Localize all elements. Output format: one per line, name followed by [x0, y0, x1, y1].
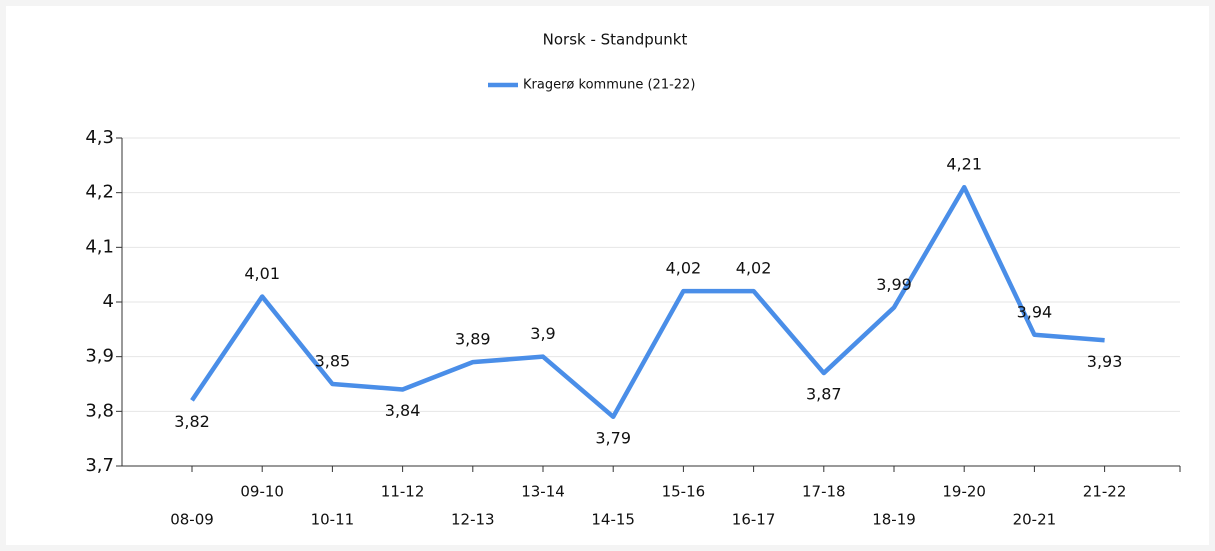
series-line — [190, 184, 1105, 420]
data-label: 3,89 — [455, 330, 491, 349]
x-tick-label: 16-17 — [732, 511, 776, 529]
y-tick-label: 4 — [103, 291, 114, 312]
x-tick-label: 18-19 — [872, 511, 916, 529]
legend-label: Kragerø kommune (21-22) — [523, 78, 695, 93]
data-label: 3,82 — [174, 412, 210, 431]
y-tick-label: 3,7 — [85, 455, 114, 476]
x-tick-label: 10-11 — [311, 511, 355, 529]
x-tick-label: 11-12 — [381, 483, 425, 501]
x-tick-label: 09-10 — [240, 483, 284, 501]
x-tick-label: 12-13 — [451, 511, 495, 529]
data-label: 3,94 — [1017, 302, 1053, 321]
data-label: 3,99 — [876, 275, 912, 294]
x-tick-label: 08-09 — [170, 511, 214, 529]
x-tick-label: 20-21 — [1013, 511, 1057, 529]
data-label: 3,79 — [595, 428, 631, 447]
y-tick-label: 4,2 — [85, 182, 114, 203]
y-tick-label: 4,3 — [85, 127, 114, 148]
x-tick-label: 15-16 — [662, 483, 706, 501]
data-label: 4,02 — [666, 259, 702, 278]
data-label: 3,87 — [806, 385, 842, 404]
x-tick-label: 21-22 — [1083, 483, 1127, 501]
x-tick-label: 17-18 — [802, 483, 846, 501]
x-tick-label: 14-15 — [591, 511, 635, 529]
data-label: 4,21 — [946, 155, 982, 174]
data-label: 3,85 — [315, 352, 351, 371]
y-tick-label: 4,1 — [85, 236, 114, 257]
data-label: 4,02 — [736, 259, 772, 278]
x-tick-label: 13-14 — [521, 483, 565, 501]
data-label: 3,93 — [1087, 352, 1123, 371]
y-tick-label: 3,8 — [85, 400, 114, 421]
data-label: 3,9 — [530, 324, 555, 343]
y-tick-label: 3,9 — [85, 346, 114, 367]
data-label: 3,84 — [385, 401, 421, 420]
x-tick-label: 19-20 — [942, 483, 986, 501]
chart-title: Norsk - Standpunkt — [543, 31, 688, 49]
data-label: 4,01 — [244, 264, 280, 283]
